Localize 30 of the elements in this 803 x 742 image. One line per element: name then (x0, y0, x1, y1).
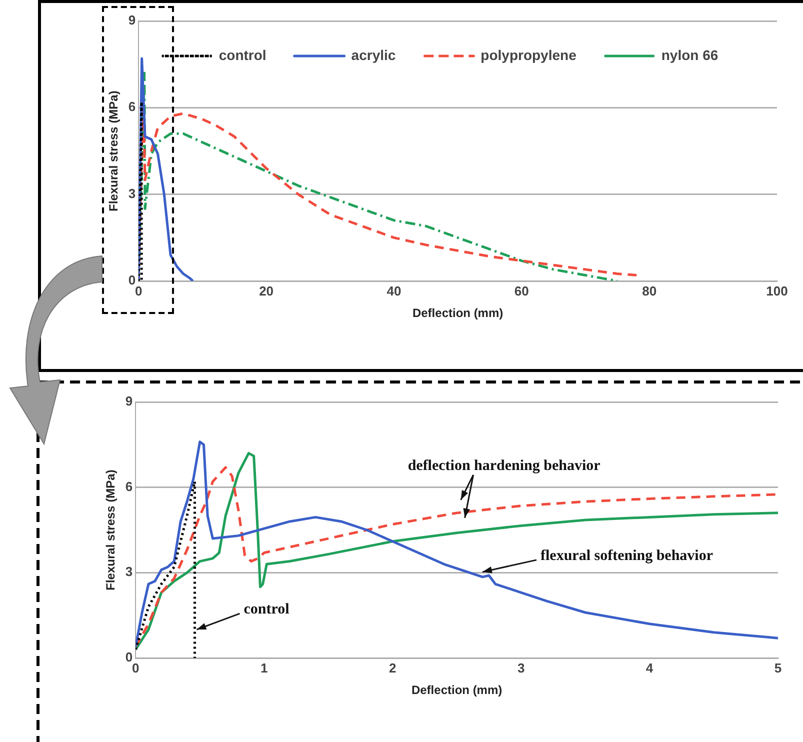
annotation: control (244, 601, 290, 618)
x-tick-label: 100 (766, 283, 788, 298)
x-tick-label: 1 (260, 660, 268, 676)
y-tick-label: 3 (128, 186, 136, 201)
x-axis-title: Deflection (mm) (411, 683, 502, 698)
y-tick-label: 0 (125, 650, 133, 665)
y-tick-label: 9 (128, 12, 136, 28)
x-tick-label: 2 (388, 660, 396, 676)
legend-label: polypropylene (480, 46, 577, 63)
legend-label: nylon 66 (661, 46, 718, 63)
legend-label: control (218, 46, 266, 63)
annotation: flexural softening behavior (540, 548, 714, 564)
x-tick-label: 60 (514, 283, 529, 298)
x-tick-label: 4 (646, 660, 654, 676)
x-tick-label: 40 (386, 283, 402, 298)
y-tick-label: 6 (125, 478, 133, 494)
annotation: deflection hardening behavior (408, 458, 601, 474)
y-axis-title: Flexural stress (MPa) (104, 470, 118, 590)
line-series (136, 480, 196, 658)
y-axis-title: Flexural stress (MPa) (106, 90, 121, 212)
x-tick-label: 5 (774, 660, 782, 676)
x-tick-label: 20 (259, 283, 274, 298)
legend-label: acrylic (351, 46, 396, 63)
y-tick-label: 3 (125, 564, 133, 580)
x-axis-title: Deflection (mm) (412, 306, 504, 320)
y-tick-label: 0 (128, 272, 136, 288)
y-tick-label: 9 (125, 394, 133, 409)
x-tick-label: 80 (642, 283, 657, 298)
x-tick-label: 3 (517, 660, 525, 676)
y-tick-label: 6 (128, 99, 136, 114)
